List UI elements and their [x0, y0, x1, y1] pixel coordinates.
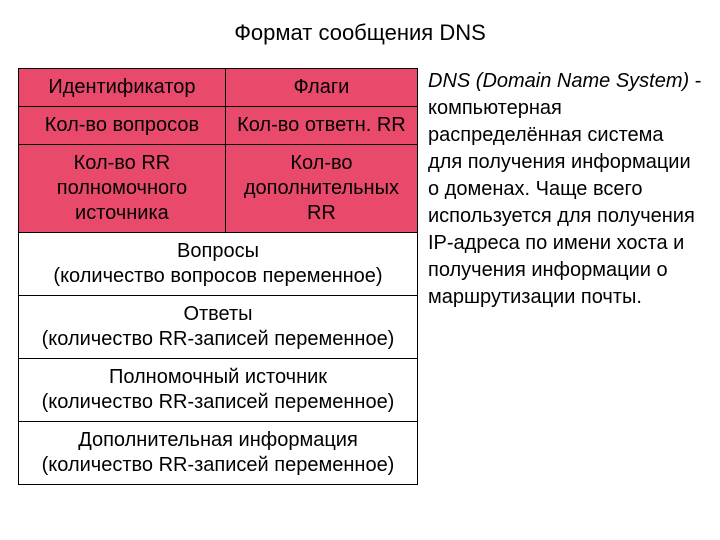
description-text: DNS (Domain Name System) - компьютерная …: [428, 68, 702, 311]
cell-question-count: Кол-во вопросов: [19, 107, 226, 145]
table-row: Кол-во RR полномочного источника Кол-во …: [19, 145, 418, 233]
content-row: Идентификатор Флаги Кол-во вопросов Кол-…: [18, 68, 702, 485]
table-row: Ответы(количество RR-записей переменное): [19, 296, 418, 359]
cell-additional-rr-count: Кол-во дополнительных RR: [225, 145, 417, 233]
table-row: Кол-во вопросов Кол-во ответн. RR: [19, 107, 418, 145]
dns-abbrev: DNS: [428, 70, 470, 92]
dns-format-table: Идентификатор Флаги Кол-во вопросов Кол-…: [18, 68, 418, 485]
cell-answer-rr-count: Кол-во ответн. RR: [225, 107, 417, 145]
cell-flags: Флаги: [225, 69, 417, 107]
cell-identifier: Идентификатор: [19, 69, 226, 107]
table-row: Вопросы(количество вопросов переменное): [19, 233, 418, 296]
cell-authority: Полномочный источник(количество RR-запис…: [19, 359, 418, 422]
table-row: Полномочный источник(количество RR-запис…: [19, 359, 418, 422]
cell-questions: Вопросы(количество вопросов переменное): [19, 233, 418, 296]
cell-answers: Ответы(количество RR-записей переменное): [19, 296, 418, 359]
dns-fullname: (Domain Name System): [470, 70, 689, 92]
cell-additional: Дополнительная информация(количество RR-…: [19, 422, 418, 485]
table-row: Дополнительная информация(количество RR-…: [19, 422, 418, 485]
table-row: Идентификатор Флаги: [19, 69, 418, 107]
page-title: Формат сообщения DNS: [18, 20, 702, 46]
dns-description: - компьютерная распределённая система дл…: [428, 70, 701, 308]
cell-authority-rr-count: Кол-во RR полномочного источника: [19, 145, 226, 233]
